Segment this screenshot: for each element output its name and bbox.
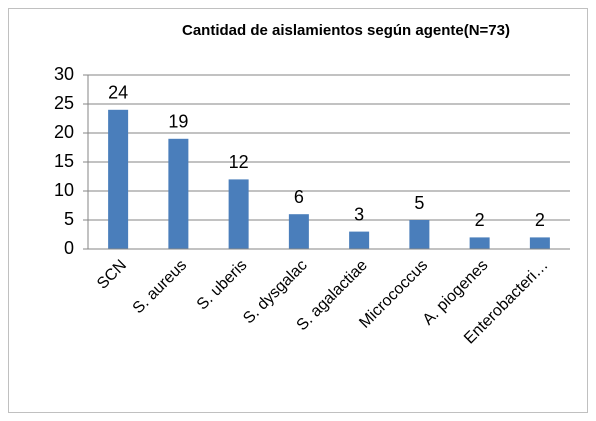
bar bbox=[469, 237, 490, 249]
data-label: 5 bbox=[414, 193, 424, 213]
chart-title: Cantidad de aislamientos según agente(N=… bbox=[182, 22, 510, 39]
chart-frame bbox=[8, 8, 588, 413]
y-tick-label: 25 bbox=[54, 93, 74, 113]
y-tick-label: 20 bbox=[54, 122, 74, 142]
bar bbox=[288, 214, 309, 249]
data-label: 3 bbox=[354, 204, 364, 224]
data-label: 6 bbox=[294, 187, 304, 207]
y-tick-label: 5 bbox=[64, 209, 74, 229]
bar bbox=[228, 179, 249, 249]
bar bbox=[349, 231, 370, 249]
data-label: 2 bbox=[535, 210, 545, 230]
y-tick-label: 10 bbox=[54, 180, 74, 200]
bar bbox=[529, 237, 550, 249]
bar bbox=[409, 220, 430, 249]
y-tick-label: 30 bbox=[54, 64, 74, 84]
y-tick-label: 0 bbox=[64, 238, 74, 258]
data-label: 24 bbox=[108, 83, 128, 103]
bar bbox=[168, 138, 189, 249]
y-tick-label: 15 bbox=[54, 151, 74, 171]
data-label: 19 bbox=[168, 112, 188, 132]
data-label: 12 bbox=[229, 152, 249, 172]
data-label: 2 bbox=[475, 210, 485, 230]
bar bbox=[108, 109, 129, 249]
